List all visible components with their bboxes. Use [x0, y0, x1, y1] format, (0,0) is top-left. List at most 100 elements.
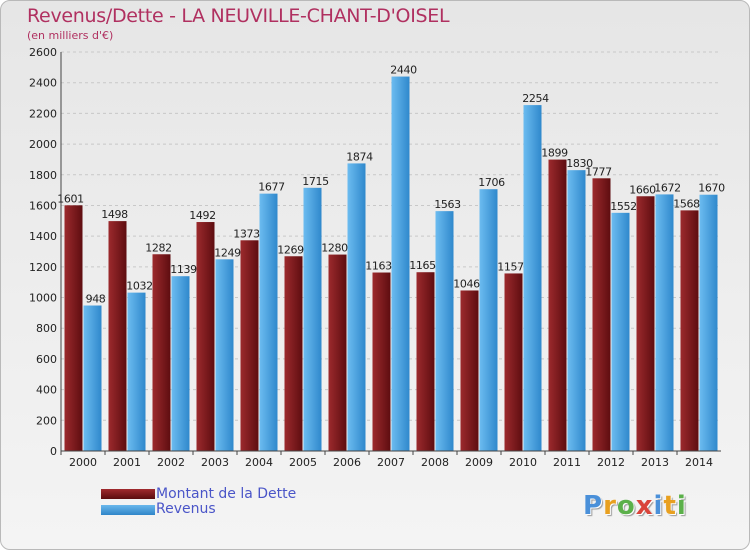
axes: 0 200 400 600 800 1000 1200 1400 1600 1800 2000 220… [29, 46, 721, 469]
legend-label-dette: Montant de la Dette [156, 486, 297, 502]
data-label-revenus: 1139 [170, 263, 197, 276]
bar-revenus [303, 187, 322, 451]
data-label-revenus: 1715 [302, 175, 329, 188]
data-label-dette: 1660 [629, 183, 656, 196]
data-label-revenus: 1670 [698, 182, 725, 195]
data-label-revenus: 1874 [346, 150, 373, 163]
data-label-revenus: 2254 [522, 92, 549, 105]
bar-revenus [655, 194, 674, 452]
data-label-dette: 1282 [145, 241, 171, 254]
data-label-dette: 1269 [277, 243, 304, 256]
data-label-dette: 1568 [673, 197, 700, 210]
data-label-dette: 1498 [101, 208, 128, 221]
y-tick-label: 200 [36, 414, 57, 427]
legend-swatch-dette [101, 489, 155, 499]
x-tick-label: 2010 [509, 456, 537, 469]
unit-label: (en milliers d'€) [27, 29, 114, 42]
y-tick-label: 1800 [29, 169, 57, 182]
bar-revenus [523, 105, 542, 452]
x-tick-label: 2006 [333, 456, 361, 469]
bar-dette [64, 205, 83, 451]
y-tick-label: 2000 [29, 138, 57, 151]
y-tick-label: 1000 [29, 292, 57, 305]
chart-title: Revenus/Dette - LA NEUVILLE-CHANT-D'OISE… [27, 5, 450, 27]
bar-revenus [479, 189, 498, 451]
bar-revenus [611, 212, 630, 451]
data-label-dette: 1373 [233, 227, 260, 240]
logo-letter: P [583, 491, 604, 521]
data-label-revenus: 2440 [390, 64, 417, 77]
logo-letter: r [603, 491, 617, 521]
bar-revenus [215, 259, 234, 451]
y-tick-label: 400 [36, 384, 57, 397]
data-label-revenus: 1677 [258, 181, 285, 194]
bar-revenus [567, 170, 586, 451]
data-label-dette: 1046 [453, 277, 480, 290]
logo-letter: i [653, 491, 664, 521]
data-label-dette: 1492 [189, 209, 215, 222]
bar-revenus [347, 163, 366, 451]
y-tick-label: 800 [36, 322, 57, 335]
x-tick-label: 2005 [289, 456, 317, 469]
x-tick-label: 2003 [201, 456, 229, 469]
bar-dette [592, 178, 611, 452]
data-label-revenus: 1830 [566, 157, 593, 170]
bar-dette [196, 222, 215, 451]
bar-revenus [171, 276, 190, 451]
bar-dette [416, 272, 435, 451]
bar-dette [152, 254, 171, 451]
x-tick-label: 2008 [421, 456, 449, 469]
bar-revenus [435, 211, 454, 451]
y-tick-label: 2600 [29, 46, 57, 59]
bar-revenus [127, 292, 146, 451]
data-label-revenus: 1249 [214, 246, 241, 259]
data-label-dette: 1165 [409, 259, 436, 272]
bar-dette [504, 273, 523, 451]
data-label-dette: 1163 [365, 260, 392, 273]
bar-dette [460, 290, 479, 451]
legend-swatch-revenus [101, 505, 155, 515]
proxiti-logo: Proxiti [583, 491, 687, 521]
x-tick-label: 2002 [157, 456, 185, 469]
logo-letter: x [635, 491, 654, 521]
bar-dette [240, 240, 259, 451]
logo-letter: t [663, 491, 677, 521]
legend-label-revenus: Revenus [156, 501, 216, 517]
x-tick-label: 2013 [641, 456, 669, 469]
data-label-dette: 1777 [585, 165, 612, 178]
x-tick-label: 2014 [685, 456, 713, 469]
data-label-revenus: 1563 [434, 198, 461, 211]
bar-dette [328, 254, 347, 451]
data-label-dette: 1601 [57, 192, 83, 205]
bar-revenus [699, 194, 718, 451]
bar-revenus [259, 193, 278, 451]
data-label-revenus: 1706 [478, 176, 505, 189]
data-label-dette: 1899 [541, 147, 568, 160]
x-tick-label: 2000 [69, 456, 97, 469]
y-tick-label: 1600 [29, 199, 57, 212]
data-label-dette: 1280 [321, 242, 348, 255]
bar-dette [680, 210, 699, 451]
x-tick-label: 2007 [377, 456, 405, 469]
logo-letter: o [616, 491, 636, 521]
y-tick-label: 2400 [29, 77, 57, 90]
bar-dette [636, 196, 655, 451]
bar-revenus [391, 76, 410, 452]
data-labels: 1601 948 1498 1032 1282 1139 1492 1249 1373 1677 1… [57, 64, 725, 306]
y-tick-label: 0 [50, 445, 57, 458]
y-tick-label: 2200 [29, 107, 57, 120]
data-label-revenus: 1032 [126, 280, 152, 293]
x-tick-label: 2004 [245, 456, 273, 469]
y-tick-label: 600 [36, 353, 57, 366]
data-label-revenus: 1552 [610, 200, 636, 213]
bar-dette [548, 159, 567, 451]
bar-dette [372, 272, 391, 451]
data-label-revenus: 948 [86, 293, 106, 306]
y-tick-label: 1200 [29, 261, 57, 274]
data-label-dette: 1157 [497, 260, 524, 273]
data-label-revenus: 1672 [654, 181, 680, 194]
y-tick-label: 1400 [29, 230, 57, 243]
logo-letter: i [676, 491, 687, 521]
bar-revenus [83, 305, 102, 451]
